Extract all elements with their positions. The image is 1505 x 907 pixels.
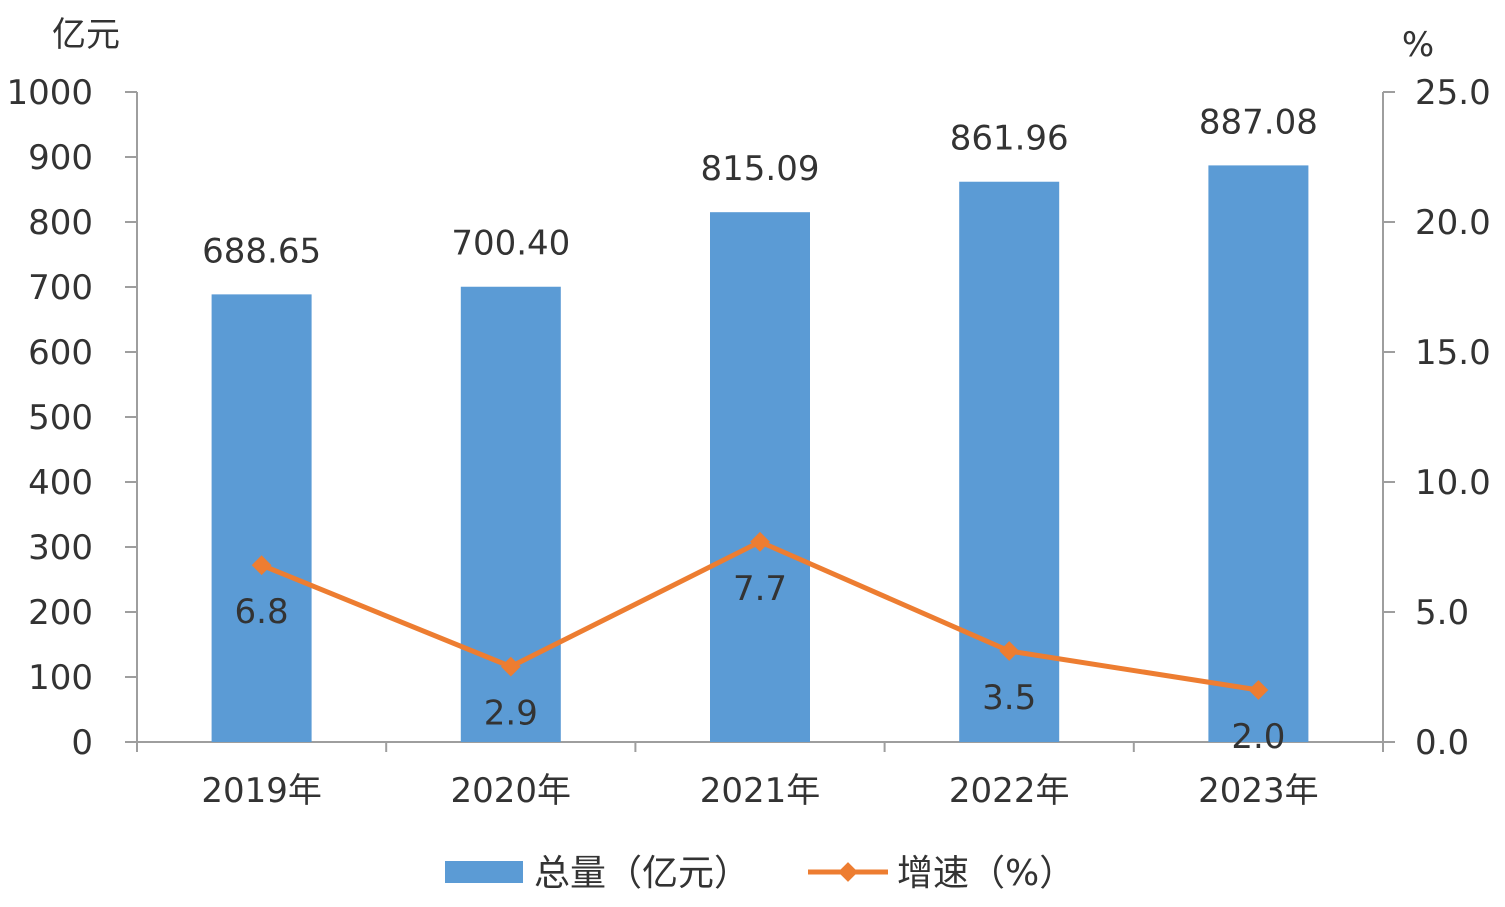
left-tick-label: 700 bbox=[28, 268, 93, 308]
bar-value-labels: 688.65 700.40 815.09 861.96 887.08 bbox=[202, 102, 1318, 271]
right-tick-label: 25.0 bbox=[1415, 73, 1491, 113]
left-axis-unit: 亿元 bbox=[52, 15, 120, 55]
line-point bbox=[1248, 680, 1269, 700]
bar-series bbox=[211, 165, 1309, 742]
bar bbox=[211, 294, 312, 742]
bar bbox=[1208, 165, 1309, 742]
x-axis-label: 2021年 bbox=[700, 771, 821, 811]
line-point bbox=[500, 656, 521, 677]
left-tick-label: 200 bbox=[28, 593, 93, 633]
x-axis-ticks bbox=[136, 742, 1384, 752]
line-point bbox=[750, 531, 770, 552]
left-tick-label: 300 bbox=[28, 528, 93, 568]
line-value-label: 3.5 bbox=[982, 678, 1036, 718]
x-axis-label: 2020年 bbox=[451, 771, 572, 811]
left-tick-label: 500 bbox=[28, 398, 93, 438]
line-series bbox=[251, 531, 1269, 700]
legend: 总量（亿元） 增速（%） bbox=[445, 853, 1075, 894]
right-tick-label: 0.0 bbox=[1415, 723, 1469, 763]
left-tick-label: 600 bbox=[28, 333, 93, 373]
left-tick-label: 800 bbox=[28, 203, 93, 243]
bar-value-label: 887.08 bbox=[1199, 102, 1318, 142]
right-axis-ticks: 0.0 5.0 10.0 15.0 20.0 25.0 bbox=[1383, 73, 1491, 763]
bar-value-label: 700.40 bbox=[451, 224, 570, 264]
x-axis-label: 2022年 bbox=[949, 771, 1070, 811]
legend-bar-swatch bbox=[445, 861, 523, 883]
bar-value-label: 688.65 bbox=[202, 231, 321, 271]
line-value-labels: 6.8 2.9 7.7 3.5 2.0 bbox=[235, 569, 1286, 757]
line-point bbox=[251, 555, 272, 576]
x-axis-label: 2023年 bbox=[1198, 771, 1319, 811]
bar-value-label: 861.96 bbox=[950, 119, 1069, 159]
line-value-label: 6.8 bbox=[235, 592, 289, 632]
left-tick-label: 400 bbox=[28, 463, 93, 503]
bar bbox=[710, 212, 810, 742]
right-axis-unit: % bbox=[1402, 25, 1434, 65]
legend-line-marker bbox=[838, 862, 858, 882]
right-tick-label: 20.0 bbox=[1415, 203, 1491, 243]
left-tick-label: 0 bbox=[71, 723, 93, 763]
left-axis-ticks: 0 100 200 300 400 500 600 700 800 900 1000 bbox=[6, 73, 137, 763]
right-tick-label: 15.0 bbox=[1415, 333, 1491, 373]
right-tick-label: 5.0 bbox=[1415, 593, 1469, 633]
legend-line-label: 增速（%） bbox=[897, 853, 1075, 894]
left-tick-label: 1000 bbox=[6, 73, 93, 113]
line-point bbox=[999, 641, 1020, 661]
line-value-label: 7.7 bbox=[733, 569, 787, 609]
x-axis-label: 2019年 bbox=[201, 771, 322, 811]
right-tick-label: 10.0 bbox=[1415, 463, 1491, 503]
left-tick-label: 100 bbox=[28, 658, 93, 698]
bar-value-label: 815.09 bbox=[701, 149, 820, 189]
line-value-label: 2.0 bbox=[1231, 717, 1285, 757]
left-tick-label: 900 bbox=[28, 138, 93, 178]
line-value-label: 2.9 bbox=[484, 694, 538, 734]
legend-bar-label: 总量（亿元） bbox=[534, 853, 750, 894]
x-axis-labels: 2019年 2020年 2021年 2022年 2023年 bbox=[201, 771, 1318, 811]
